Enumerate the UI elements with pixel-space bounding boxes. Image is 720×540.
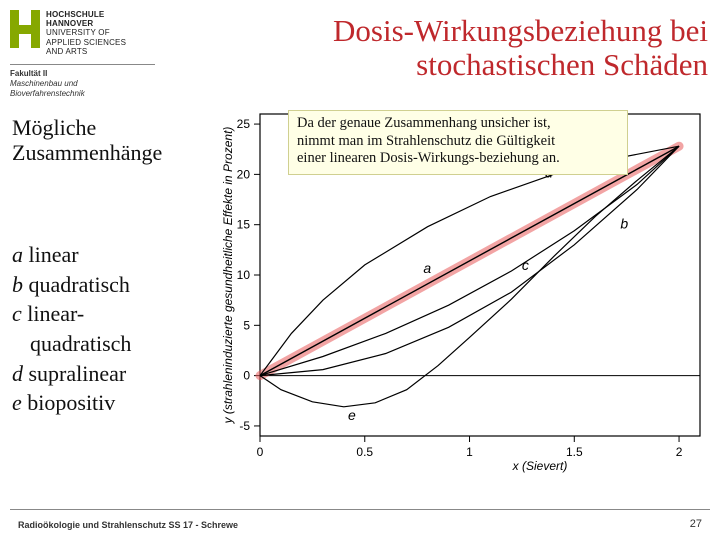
- subhead-l1: Mögliche: [12, 115, 96, 140]
- svg-text:10: 10: [237, 268, 251, 282]
- logo-block: HOCHSCHULE HANNOVER UNIVERSITY OF APPLIE…: [10, 10, 155, 99]
- logo-line5: AND ARTS: [46, 47, 126, 56]
- list-item-c2: quadratisch: [12, 329, 212, 359]
- title-line1: Dosis-Wirkungsbeziehung bei: [333, 13, 708, 48]
- relation-list: a linear b quadratisch c linear- quadrat…: [12, 240, 212, 418]
- svg-text:25: 25: [237, 117, 251, 131]
- svg-text:e: e: [348, 407, 356, 423]
- svg-text:0: 0: [257, 445, 264, 459]
- svg-text:0: 0: [243, 369, 250, 383]
- logo-line2: HANNOVER: [46, 19, 126, 28]
- note-box: Da der genaue Zusammenhang unsicher ist,…: [288, 110, 628, 175]
- svg-text:2: 2: [676, 445, 683, 459]
- faculty-block: Fakultät II Maschinenbau und Bioverfahre…: [10, 64, 155, 99]
- svg-text:1: 1: [466, 445, 473, 459]
- svg-text:y (strahleninduzierte gesundhe: y (strahleninduzierte gesundheitliche Ef…: [221, 127, 235, 425]
- list-item-a: a linear: [12, 240, 212, 270]
- svg-text:20: 20: [237, 167, 251, 181]
- svg-text:a: a: [423, 260, 431, 276]
- svg-text:1.5: 1.5: [566, 445, 583, 459]
- note-l2: nimmt man im Strahlenschutz die Gültigke…: [297, 133, 619, 151]
- note-l1: Da der genaue Zusammenhang unsicher ist,: [297, 115, 619, 133]
- svg-text:c: c: [522, 257, 529, 273]
- svg-text:0.5: 0.5: [356, 445, 373, 459]
- svg-text:b: b: [620, 216, 628, 232]
- svg-text:-5: -5: [239, 419, 250, 433]
- logo-line1: HOCHSCHULE: [46, 10, 126, 19]
- logo-line4: APPLIED SCIENCES: [46, 38, 126, 47]
- logo-h-icon: [10, 10, 40, 48]
- faculty-name: Fakultät II: [10, 69, 155, 79]
- svg-text:5: 5: [243, 318, 250, 332]
- note-l3: einer linearen Dosis-Wirkungs-beziehung …: [297, 150, 619, 168]
- title-line2: stochastischen Schäden: [416, 47, 708, 82]
- list-item-d: d supralinear: [12, 359, 212, 389]
- logo-line3: UNIVERSITY OF: [46, 28, 126, 37]
- footer-left: Radioökologie und Strahlenschutz SS 17 -…: [18, 520, 238, 530]
- faculty-dep1: Maschinenbau und: [10, 79, 155, 89]
- footer-page: 27: [690, 518, 702, 530]
- subhead-l2: Zusammenhänge: [12, 140, 162, 165]
- list-item-c: c linear-: [12, 299, 212, 329]
- footer-divider: [10, 509, 710, 510]
- subheading: Mögliche Zusammenhänge: [12, 115, 162, 166]
- list-item-b: b quadratisch: [12, 270, 212, 300]
- svg-text:x (Sievert): x (Sievert): [512, 459, 568, 473]
- svg-text:15: 15: [237, 218, 251, 232]
- faculty-dep2: Bioverfahrenstechnik: [10, 89, 155, 99]
- logo-text: HOCHSCHULE HANNOVER UNIVERSITY OF APPLIE…: [46, 10, 126, 56]
- slide-title: Dosis-Wirkungsbeziehung bei stochastisch…: [158, 14, 708, 82]
- list-item-e: e biopositiv: [12, 388, 212, 418]
